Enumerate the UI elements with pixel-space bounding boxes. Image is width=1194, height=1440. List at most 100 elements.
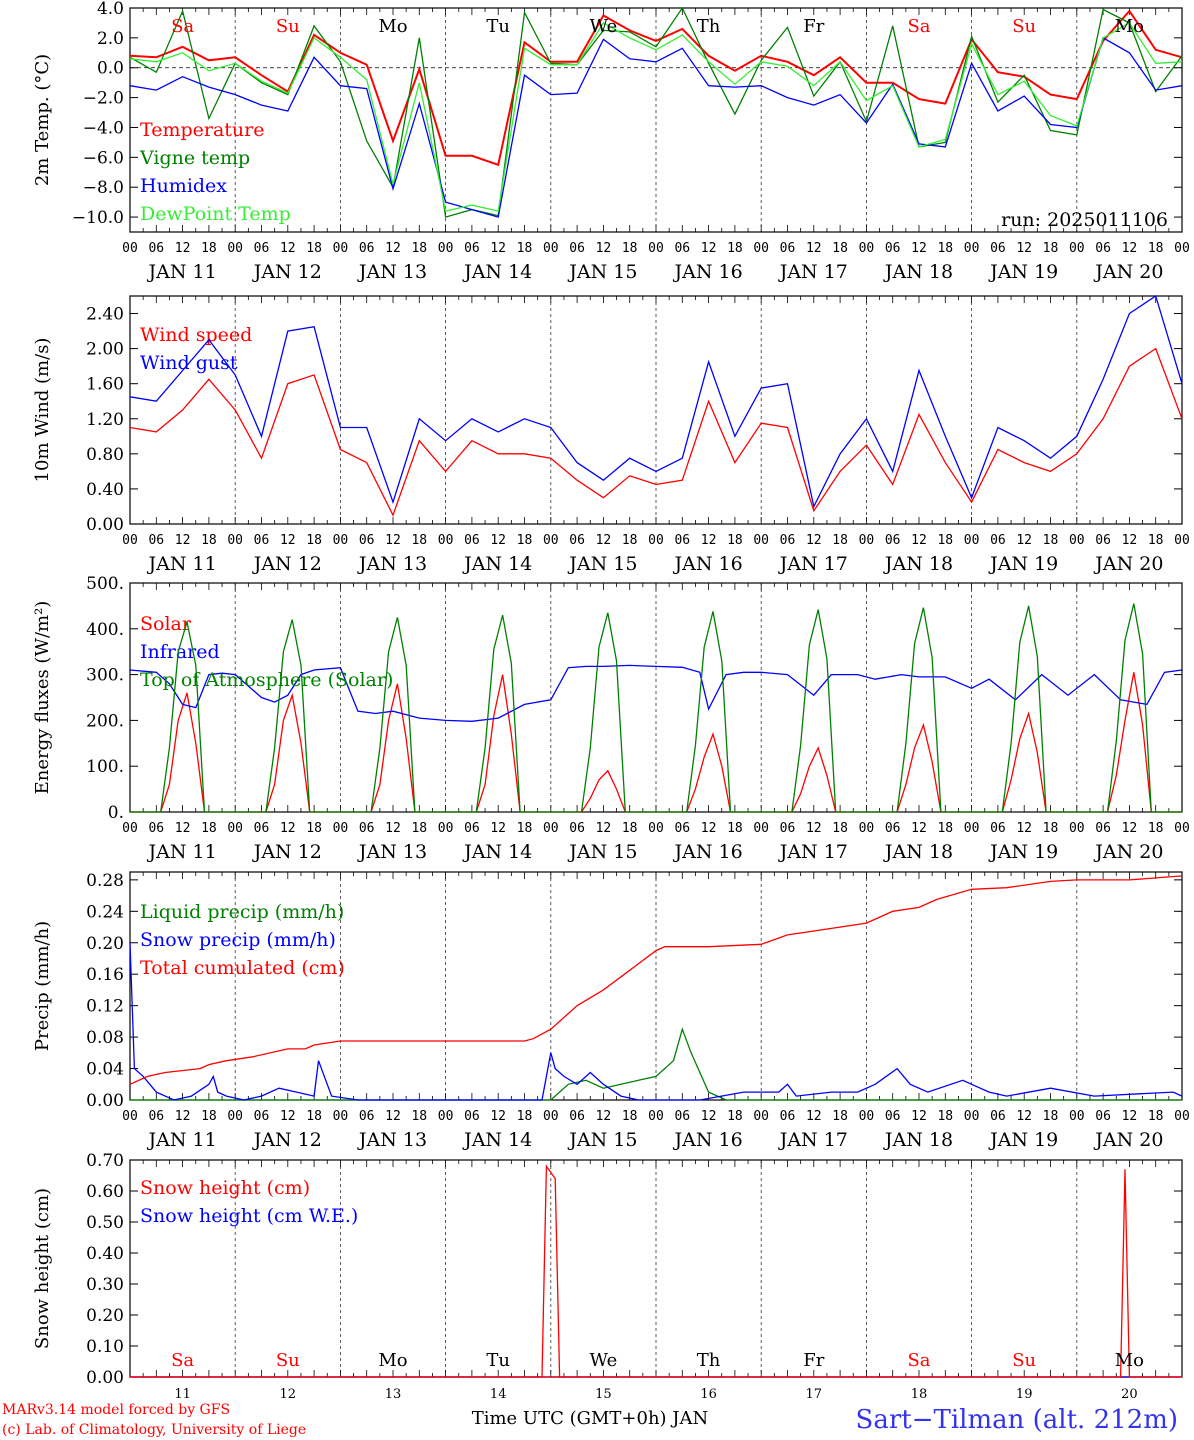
hour-label: 06: [464, 1109, 480, 1124]
legend-entry: Total cumulated (cm): [140, 957, 345, 979]
hour-label: 18: [411, 241, 427, 256]
hour-label: 18: [1043, 1109, 1059, 1124]
hour-label: 18: [937, 241, 953, 256]
day-label: JAN 14: [462, 1129, 532, 1151]
hour-label: 18: [306, 1109, 322, 1124]
hour-label: 00: [1069, 533, 1085, 548]
hour-label: 18: [411, 1109, 427, 1124]
day-label: JAN 14: [462, 553, 532, 575]
hour-label: 18: [1148, 821, 1164, 836]
hour-label: 18: [622, 821, 638, 836]
y-tick-label: 2.40: [86, 305, 124, 325]
hour-label: 12: [806, 821, 822, 836]
legend-entry: DewPoint Temp: [140, 203, 291, 225]
weekday-label: Tu: [486, 16, 510, 37]
hour-label: 12: [385, 533, 401, 548]
day-label: JAN 16: [673, 261, 743, 283]
hour-label: 06: [990, 821, 1006, 836]
hour-label: 12: [806, 241, 822, 256]
hour-label: 18: [306, 241, 322, 256]
panel-1: 4.0 2.0 0.0 −2.0 −4.0 −6.0 −8.0 −10.0 2m Temp. (…: [32, 0, 1190, 283]
day-label: JAN 20: [1093, 261, 1163, 283]
hour-label: 06: [1095, 1109, 1111, 1124]
series-line: [130, 1169, 1182, 1378]
y-tick-label: −10.0: [72, 208, 124, 228]
day-number: 19: [1016, 1387, 1033, 1402]
hour-label: 12: [596, 241, 612, 256]
hour-label: 00: [438, 533, 454, 548]
day-number: 20: [1121, 1387, 1138, 1402]
hour-label: 18: [1043, 241, 1059, 256]
hour-label: 06: [990, 533, 1006, 548]
day-label: JAN 12: [252, 841, 322, 863]
day-label: JAN 11: [147, 553, 217, 575]
day-label: JAN 15: [567, 1129, 637, 1151]
panel-2: 0.00 0.40 0.80 1.20 1.60 2.00 2.40 10m Wind (m/…: [32, 294, 1190, 575]
hour-label: 12: [701, 821, 717, 836]
hour-label: 00: [122, 1109, 138, 1124]
hour-label: 00: [333, 533, 349, 548]
legend-entry: Humidex: [140, 175, 227, 197]
run-label: run: 2025011106: [1001, 209, 1168, 231]
y-tick-label: 1.60: [86, 375, 124, 395]
y-axis-label: 10m Wind (m/s): [32, 338, 53, 483]
hour-label: 06: [148, 533, 164, 548]
hour-label: 12: [1016, 821, 1032, 836]
hour-label: 06: [359, 1109, 375, 1124]
y-tick-label: 0.24: [86, 902, 124, 922]
credit-line-1: MARv3.14 model forced by GFS: [2, 1402, 230, 1418]
hour-label: 00: [859, 821, 875, 836]
series-line: [129, 9, 1183, 167]
hour-label: 06: [780, 241, 796, 256]
legend-entry: Snow height (cm): [140, 1177, 310, 1199]
hour-label: 00: [227, 1109, 243, 1124]
day-label: JAN 15: [567, 261, 637, 283]
hour-label: 06: [254, 533, 270, 548]
y-axis-label: 2m Temp. (°C): [32, 54, 53, 186]
hour-label: 12: [1122, 821, 1138, 836]
y-tick-label: 500.: [86, 574, 124, 594]
hour-label: 06: [885, 533, 901, 548]
y-tick-label: 0.20: [86, 1306, 124, 1326]
hour-label: 18: [727, 241, 743, 256]
hour-label: 00: [1069, 821, 1085, 836]
weekday-label: We: [590, 1350, 618, 1371]
y-tick-label: 0.40: [86, 1244, 124, 1264]
hour-label: 06: [674, 533, 690, 548]
day-number: 16: [700, 1387, 717, 1402]
weekday-label: Sa: [907, 16, 930, 37]
hour-label: 06: [569, 1109, 585, 1124]
hour-label: 00: [648, 241, 664, 256]
panel-4: 0.00 0.04 0.08 0.12 0.16 0.20 0.24 0.28 Precip (…: [32, 871, 1190, 1151]
hour-label: 00: [227, 241, 243, 256]
legend-entry: Top of Atmosphere (Solar): [140, 669, 393, 691]
day-label: JAN 17: [778, 841, 848, 863]
hour-label: 18: [306, 533, 322, 548]
hour-label: 12: [701, 1109, 717, 1124]
hour-label: 18: [517, 1109, 533, 1124]
hour-label: 12: [911, 821, 927, 836]
day-label: JAN 12: [252, 1129, 322, 1151]
weekday-label: We: [590, 16, 618, 37]
hour-label: 06: [569, 821, 585, 836]
day-number: 15: [595, 1387, 612, 1402]
series-line: [129, 942, 1183, 1101]
hour-label: 18: [622, 1109, 638, 1124]
hour-label: 00: [1174, 821, 1190, 836]
hour-label: 12: [701, 241, 717, 256]
hour-label: 18: [306, 821, 322, 836]
y-tick-label: 0.00: [86, 515, 124, 535]
weekday-label: Fr: [803, 16, 824, 37]
legend-entry: Infrared: [140, 641, 220, 663]
hour-label: 18: [727, 533, 743, 548]
hour-label: 18: [517, 821, 533, 836]
hour-label: 18: [201, 1109, 217, 1124]
day-label: JAN 13: [357, 841, 427, 863]
hour-label: 18: [1043, 821, 1059, 836]
y-tick-label: 0.80: [86, 445, 124, 465]
hour-label: 18: [1148, 1109, 1164, 1124]
panels-group: 4.0 2.0 0.0 −2.0 −4.0 −6.0 −8.0 −10.0 2m Temp. (…: [32, 0, 1190, 1402]
hour-label: 00: [964, 533, 980, 548]
day-label: JAN 18: [883, 261, 953, 283]
hour-label: 06: [359, 241, 375, 256]
